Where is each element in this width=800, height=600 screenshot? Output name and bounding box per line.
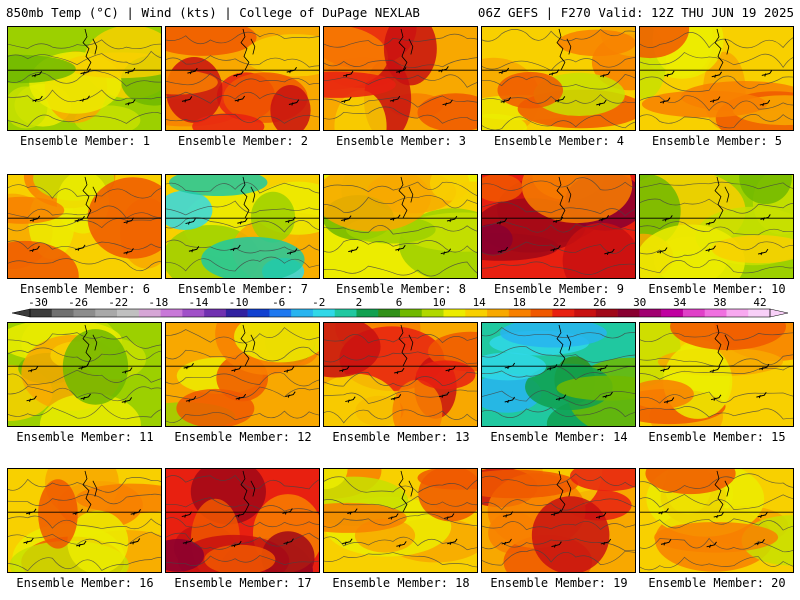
colorbar-swatch	[30, 309, 53, 317]
colorbar-swatch	[400, 309, 423, 317]
colorbar-swatch	[51, 309, 74, 317]
colorbar-tick-label: 14	[473, 296, 487, 309]
ensemble-member-label: Ensemble Member: 6	[19, 282, 151, 296]
ensemble-member-label: Ensemble Member: 20	[648, 576, 786, 590]
ensemble-member-map	[165, 322, 320, 427]
colorbar-swatch	[160, 309, 183, 317]
colorbar-tick-label: 18	[513, 296, 526, 309]
colorbar-swatch	[247, 309, 270, 317]
colorbar-swatch	[574, 309, 597, 317]
colorbar-tick-label: -30	[28, 296, 48, 309]
ensemble-member-map	[639, 468, 794, 573]
colorbar-swatch	[726, 309, 749, 317]
colorbar-swatch	[291, 309, 314, 317]
colorbar-tick-label: -14	[188, 296, 208, 309]
ensemble-member-label: Ensemble Member: 2	[177, 134, 309, 148]
ensemble-member-label: Ensemble Member: 13	[332, 430, 470, 444]
colorbar-tick-label: 38	[713, 296, 726, 309]
ensemble-member-map	[165, 174, 320, 279]
colorbar-swatch	[182, 309, 205, 317]
colorbar-tick-label: 2	[356, 296, 363, 309]
ensemble-member-map	[481, 174, 636, 279]
ensemble-member-map	[323, 174, 478, 279]
colorbar-swatch	[312, 309, 335, 317]
ensemble-member-map	[165, 26, 320, 131]
ensemble-member-label: Ensemble Member: 7	[177, 282, 309, 296]
colorbar-swatch	[225, 309, 248, 317]
ensemble-member-map	[7, 468, 162, 573]
colorbar-swatch	[204, 309, 227, 317]
colorbar-tick-label: -2	[312, 296, 325, 309]
ensemble-member-map	[481, 468, 636, 573]
ensemble-member-map	[7, 26, 162, 131]
colorbar-swatch	[356, 309, 379, 317]
ensemble-member-map	[323, 26, 478, 131]
colorbar-tick-label: 10	[432, 296, 445, 309]
ensemble-member-map	[639, 322, 794, 427]
colorbar-swatch	[661, 309, 684, 317]
ensemble-member-map	[7, 174, 162, 279]
colorbar-min-arrow	[11, 308, 31, 318]
colorbar-tick-label: 22	[553, 296, 566, 309]
colorbar-swatch	[138, 309, 161, 317]
map-title: 850mb Temp (°C) | Wind (kts) | College o…	[6, 5, 420, 20]
ensemble-member-map	[639, 26, 794, 131]
ensemble-member-label: Ensemble Member: 14	[490, 430, 628, 444]
colorbar-swatch	[95, 309, 118, 317]
ensemble-member-label: Ensemble Member: 18	[332, 576, 470, 590]
ensemble-member-label: Ensemble Member: 11	[16, 430, 154, 444]
ensemble-member-label: Ensemble Member: 16	[16, 576, 154, 590]
colorbar-tick-label: 26	[593, 296, 606, 309]
colorbar-tick-label: 42	[753, 296, 766, 309]
ensemble-member-map	[323, 322, 478, 427]
colorbar-swatch	[704, 309, 727, 317]
ensemble-member-label: Ensemble Member: 5	[651, 134, 783, 148]
model-run-info: 06Z GEFS | F270 Valid: 12Z THU JUN 19 20…	[477, 5, 794, 20]
colorbar-swatch	[421, 309, 444, 317]
ensemble-member-map	[481, 26, 636, 131]
colorbar-swatch	[508, 309, 531, 317]
ensemble-member-map	[165, 468, 320, 573]
colorbar-swatch	[443, 309, 466, 317]
ensemble-member-label: Ensemble Member: 1	[19, 134, 151, 148]
ensemble-member-label: Ensemble Member: 3	[335, 134, 467, 148]
ensemble-member-label: Ensemble Member: 19	[490, 576, 628, 590]
colorbar-tick-label: 34	[673, 296, 687, 309]
colorbar-swatch	[334, 309, 357, 317]
colorbar-tick-label: -10	[229, 296, 249, 309]
temperature-colorbar: -30 -26 -22 -18 -14 -10 -6 -2 2 6 10 14 18 22 26 30 34 38…	[0, 296, 800, 322]
colorbar-swatch	[465, 309, 488, 317]
ensemble-member-label: Ensemble Member: 17	[174, 576, 312, 590]
ensemble-member-label: Ensemble Member: 8	[335, 282, 467, 296]
colorbar-swatch	[487, 309, 510, 317]
colorbar-tick-label: -18	[148, 296, 168, 309]
colorbar-swatch	[117, 309, 140, 317]
colorbar-swatch	[73, 309, 96, 317]
colorbar-swatch	[682, 309, 705, 317]
colorbar-swatch	[639, 309, 662, 317]
ensemble-member-map	[7, 322, 162, 427]
ensemble-member-label: Ensemble Member: 12	[174, 430, 312, 444]
ensemble-member-label: Ensemble Member: 15	[648, 430, 786, 444]
colorbar-swatch	[530, 309, 553, 317]
ensemble-member-label: Ensemble Member: 10	[648, 282, 786, 296]
colorbar-tick-label: 6	[396, 296, 403, 309]
ensemble-member-map	[639, 174, 794, 279]
ensemble-member-label: Ensemble Member: 9	[493, 282, 625, 296]
colorbar-swatch	[378, 309, 401, 317]
ensemble-member-label: Ensemble Member: 4	[493, 134, 625, 148]
colorbar-svg: -30 -26 -22 -18 -14 -10 -6 -2 2 6 10 14 18 22 26 30 34 38…	[11, 296, 789, 318]
colorbar-tick-label: -22	[108, 296, 128, 309]
colorbar-swatch	[748, 309, 771, 317]
colorbar-swatch	[595, 309, 618, 317]
ensemble-member-map	[323, 468, 478, 573]
colorbar-tick-label: 30	[633, 296, 646, 309]
colorbar-tick-label: -26	[68, 296, 88, 309]
ensemble-member-map	[481, 322, 636, 427]
colorbar-tick-label: -6	[272, 296, 285, 309]
colorbar-max-arrow	[769, 308, 789, 318]
colorbar-swatch	[269, 309, 292, 317]
colorbar-swatch	[552, 309, 575, 317]
colorbar-swatch	[617, 309, 640, 317]
